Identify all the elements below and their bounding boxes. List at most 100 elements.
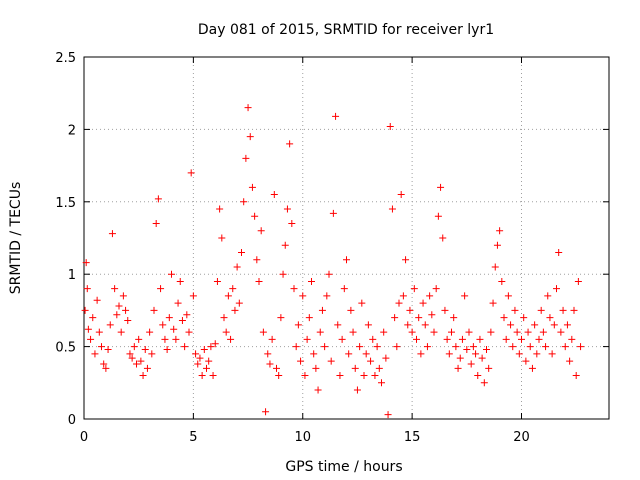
data-point: [402, 256, 410, 264]
data-point: [174, 299, 182, 307]
data-point: [205, 357, 213, 365]
data-point: [270, 191, 278, 199]
data-point: [544, 292, 552, 300]
data-point: [135, 335, 143, 343]
data-point: [308, 277, 315, 285]
data-point: [196, 354, 204, 362]
data-point: [143, 364, 151, 372]
data-point: [240, 198, 248, 206]
data-point: [443, 335, 451, 343]
data-point: [119, 292, 127, 300]
data-point: [542, 343, 550, 351]
data-point: [474, 372, 482, 380]
data-point: [489, 299, 497, 307]
data-point: [539, 328, 547, 336]
data-point: [178, 317, 186, 325]
data-point: [360, 372, 368, 380]
data-point: [559, 306, 567, 314]
data-point: [128, 354, 136, 362]
data-point: [378, 379, 385, 387]
data-point: [336, 372, 344, 380]
data-point: [100, 360, 108, 368]
data-point: [504, 292, 512, 300]
data-point: [524, 328, 532, 336]
y-axis-label: SRMTID / TECUs: [8, 182, 24, 295]
data-point: [553, 285, 560, 293]
data-point: [458, 335, 466, 343]
data-point: [404, 321, 412, 329]
data-point: [526, 343, 534, 351]
data-point: [382, 354, 390, 362]
data-point: [264, 350, 272, 358]
data-point: [452, 343, 460, 351]
data-point: [528, 364, 536, 372]
data-point: [246, 133, 254, 141]
data-point: [441, 306, 449, 314]
data-point: [318, 306, 326, 314]
data-point: [231, 306, 239, 314]
data-point: [244, 104, 252, 112]
data-point: [550, 321, 558, 329]
data-point: [161, 335, 169, 343]
x-tick-label: 15: [404, 430, 421, 445]
data-point: [518, 335, 525, 343]
data-point: [478, 354, 486, 362]
chart-title: Day 081 of 2015, SRMTID for receiver lyr…: [198, 22, 494, 38]
data-point: [323, 292, 331, 300]
y-tick-label: 1: [68, 268, 76, 283]
data-point: [303, 335, 311, 343]
data-point: [419, 299, 427, 307]
data-point: [104, 345, 112, 353]
data-point: [207, 343, 215, 351]
data-point: [469, 343, 477, 351]
data-point: [117, 328, 125, 336]
data-point: [351, 364, 359, 372]
data-point: [502, 335, 510, 343]
data-point: [122, 306, 130, 314]
data-point: [406, 306, 414, 314]
data-point: [555, 248, 563, 256]
data-point: [356, 343, 364, 351]
data-point: [386, 123, 394, 131]
data-point: [98, 343, 105, 351]
data-point: [415, 314, 423, 322]
y-tick-label: 2.5: [55, 51, 76, 66]
data-point: [572, 372, 580, 380]
data-point: [465, 328, 473, 336]
data-point: [255, 277, 263, 285]
data-point: [253, 256, 261, 264]
data-point: [496, 227, 504, 235]
data-point: [349, 328, 357, 336]
data-point: [273, 364, 280, 372]
data-point: [423, 343, 431, 351]
data-point: [150, 306, 158, 314]
data-point: [95, 328, 103, 336]
data-point: [450, 314, 458, 322]
ticks: 0 0.5 1 1.5 2 2.5 0 5 10 15 20: [55, 51, 609, 445]
data-point: [487, 328, 495, 336]
data-point: [279, 270, 287, 278]
x-tick-label: 10: [294, 430, 311, 445]
data-point: [513, 328, 521, 336]
data-point: [491, 263, 499, 271]
data-point: [194, 360, 202, 368]
data-point: [448, 328, 455, 336]
data-point: [310, 350, 318, 358]
data-point: [266, 360, 274, 368]
data-point: [498, 277, 506, 285]
data-point: [154, 195, 162, 203]
data-point: [345, 350, 353, 358]
data-point: [570, 306, 578, 314]
data-points: [81, 104, 585, 419]
data-point: [227, 335, 235, 343]
data-point: [399, 292, 407, 300]
data-point: [81, 306, 89, 314]
data-point: [417, 350, 425, 358]
data-point: [294, 321, 302, 329]
data-point: [557, 328, 565, 336]
data-point: [220, 314, 228, 322]
data-point: [327, 357, 335, 365]
data-point: [259, 328, 267, 336]
y-tick-label: 2: [68, 123, 76, 138]
